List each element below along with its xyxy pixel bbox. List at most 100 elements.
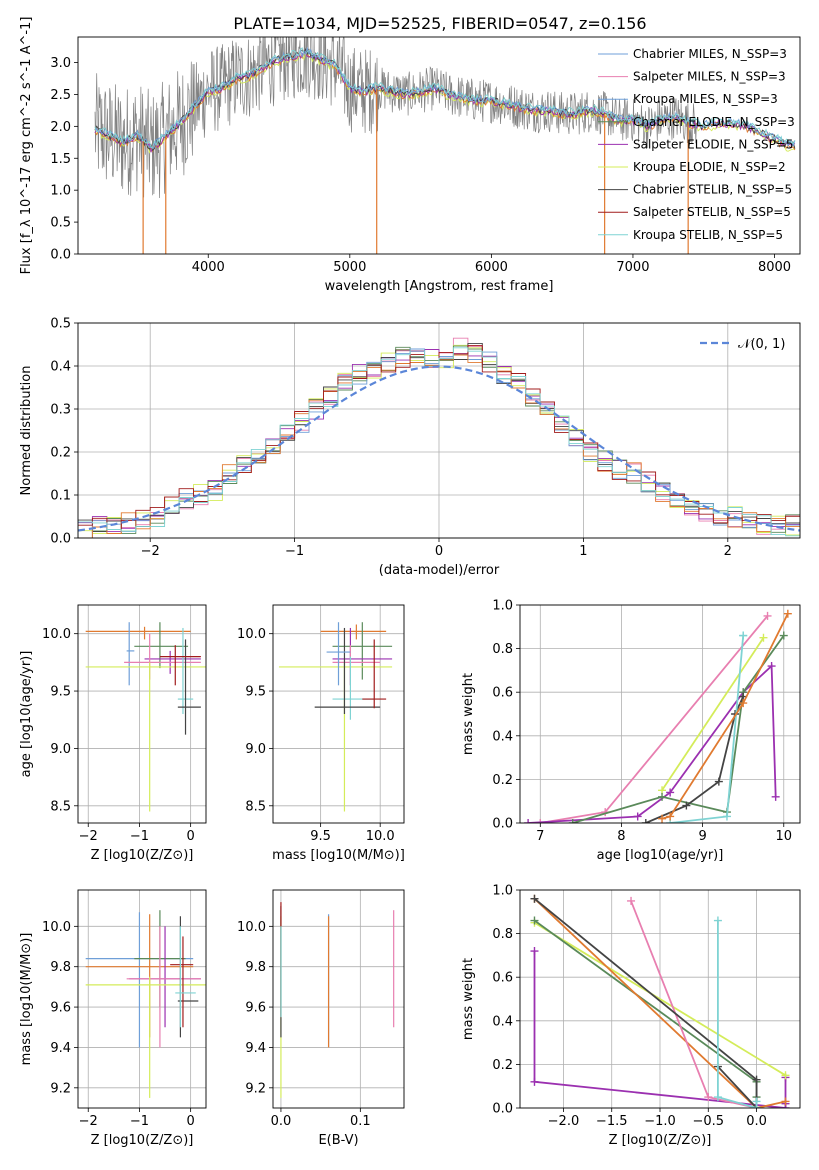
axes-frame: [519, 604, 801, 824]
x-tick-label: 7: [536, 829, 544, 844]
x-tick-label: 1: [579, 544, 587, 559]
y-tick-label: 2.5: [50, 88, 71, 103]
y-tick-label: 10.0: [237, 627, 266, 642]
x-tick-label: 0: [186, 1114, 194, 1129]
axes-frame: [77, 36, 801, 255]
y-tick-label: 0.2: [492, 1058, 513, 1073]
plus-marker: [714, 777, 723, 786]
x-tick-label: 0.0: [746, 1114, 767, 1129]
y-tick-label: 9.5: [50, 685, 71, 700]
legend-label: Chabrier MILES, N_SSP=3: [633, 47, 787, 61]
x-axis-label: Z [log10(Z/Z⊙)]: [91, 848, 194, 863]
y-tick-label: 9.0: [50, 742, 71, 757]
plus-marker: [530, 947, 539, 956]
x-tick-label: −2: [79, 1114, 98, 1129]
x-tick-label: −2: [79, 829, 98, 844]
plus-marker: [666, 812, 675, 821]
y-axis-label: mass [log10(M/M⊙)]: [19, 933, 34, 1066]
plus-marker: [713, 1093, 722, 1102]
plus-marker: [781, 1097, 790, 1106]
x-tick-label: 6000: [475, 260, 508, 275]
x-tick-label: 0: [186, 829, 194, 844]
y-tick-label: 0.2: [50, 446, 71, 461]
y-tick-label: 9.5: [245, 685, 266, 700]
y-axis-label: age [log10(age/yr)]: [19, 651, 34, 778]
plot-area: [85, 910, 206, 1098]
y-tick-label: 0.5: [50, 317, 71, 332]
y-tick-label: 0.8: [492, 642, 513, 657]
y-tick-label: 0.2: [492, 773, 513, 788]
figure-title: PLATE=1034, MJD=52525, FIBERID=0547, z=0…: [233, 14, 646, 33]
chart-mass-weight-vs-Z: −2.0 −1.5 −1.0 −0.5 0.0 0.0 0.2 0.4 0.6 0.8 1.0 Z […: [461, 884, 801, 1148]
legend-label: Kroupa ELODIE, N_SSP=2: [633, 160, 786, 174]
y-tick-label: 8.5: [50, 799, 71, 814]
y-tick-label: 10.0: [42, 920, 71, 935]
y-tick-label: 9.0: [245, 742, 266, 757]
chart-age-vs-Z: −2 −1 0 8.5 9.0 9.5 10.0 Z [log10(Z/Z⊙)] age [lo…: [19, 604, 207, 863]
plus-marker: [752, 1075, 761, 1084]
x-axis-label: mass [log10(M/M⊙)]: [272, 848, 405, 863]
chart-mass-vs-Z: −2 −1 0 9.2 9.4 9.6 9.8 10.0 Z [log10(Z/Z⊙)] mass…: [19, 889, 207, 1148]
model-spectrum-line: [94, 46, 796, 150]
x-tick-label: −1: [130, 1114, 149, 1129]
mass-weight-line: [661, 613, 789, 820]
x-tick-label: 0.0: [271, 1114, 292, 1129]
y-tick-label: 9.6: [245, 1001, 266, 1016]
plot-area: [78, 337, 800, 538]
plus-marker: [771, 792, 780, 801]
y-tick-label: 10.0: [42, 627, 71, 642]
gaussian-curve: [78, 365, 800, 532]
chart-residuals: −2 −1 0 1 2 0.0 0.1 0.2 0.3 0.4 0.5 (data-model)/er…: [19, 317, 801, 578]
plot-area: [280, 902, 395, 1098]
plus-marker: [704, 1093, 713, 1102]
plot-area: [524, 609, 792, 823]
plus-marker: [568, 819, 577, 823]
plus-marker: [767, 662, 776, 671]
legend-label: Chabrier ELODIE, N_SSP=3: [633, 115, 795, 129]
x-tick-label: 7000: [616, 260, 649, 275]
x-tick-label: −0.5: [692, 1114, 724, 1129]
x-tick-label: −1.5: [596, 1114, 628, 1129]
plus-marker: [759, 633, 768, 642]
y-tick-label: 8.5: [245, 799, 266, 814]
axes-frame: [519, 889, 801, 1109]
y-axis-label: Normed distribution: [19, 366, 34, 496]
legend: 𝒩(0, 1): [700, 337, 785, 352]
y-tick-label: 0.0: [50, 532, 71, 547]
y-axis-label: mass weight: [461, 673, 476, 755]
mass-weight-line: [528, 664, 777, 823]
y-tick-label: 1.0: [492, 884, 513, 899]
y-tick-label: 9.6: [50, 1001, 71, 1016]
mass-weight-line: [533, 951, 787, 1108]
plus-marker: [666, 788, 675, 797]
chart-mass-vs-ebv: 0.0 0.1 9.2 9.4 9.6 9.8 10.0 E(B-V): [237, 889, 405, 1148]
x-tick-label: 0.1: [350, 1114, 371, 1129]
plus-marker: [713, 916, 722, 925]
x-tick-label: 2: [724, 544, 732, 559]
plus-marker: [524, 819, 533, 823]
y-tick-label: 1.0: [492, 599, 513, 614]
mass-weight-line: [533, 898, 758, 1108]
x-tick-label: 10: [775, 829, 792, 844]
mass-weight-line: [534, 921, 786, 1077]
plus-marker: [530, 894, 539, 903]
plus-marker: [752, 1097, 761, 1106]
x-tick-label: 4000: [192, 260, 225, 275]
x-tick-label: 8: [617, 829, 625, 844]
axes-frame: [77, 322, 801, 539]
plus-marker: [722, 812, 731, 821]
y-tick-label: 0.4: [492, 729, 513, 744]
x-tick-label: 10.0: [366, 829, 395, 844]
y-tick-label: 10.0: [237, 920, 266, 935]
legend-label: Salpeter STELIB, N_SSP=5: [633, 205, 791, 219]
chart-spectrum: 4000 5000 6000 7000 8000 0.0 0.5 1.0 1.5 2.0 2.5 3.…: [19, 17, 801, 294]
mass-weight-line: [661, 637, 765, 791]
chart-mass-weight-vs-age: 7 8 9 10 0.0 0.2 0.4 0.6 0.8 1.0 age [log10(age/yr…: [461, 599, 801, 863]
y-tick-label: 0.5: [50, 216, 71, 231]
y-axis-label: Flux [f_λ 10^-17 erg cm^-2 s^-1 A^-1]: [19, 17, 34, 275]
x-axis-label: (data-model)/error: [379, 563, 500, 578]
legend-label: Salpeter ELODIE, N_SSP=5: [633, 137, 794, 151]
legend-label: Salpeter MILES, N_SSP=3: [633, 70, 786, 84]
chart-age-vs-mass: 9.5 10.0 8.5 9.0 9.5 10.0 mass [log10(M/M⊙)]: [237, 604, 405, 863]
